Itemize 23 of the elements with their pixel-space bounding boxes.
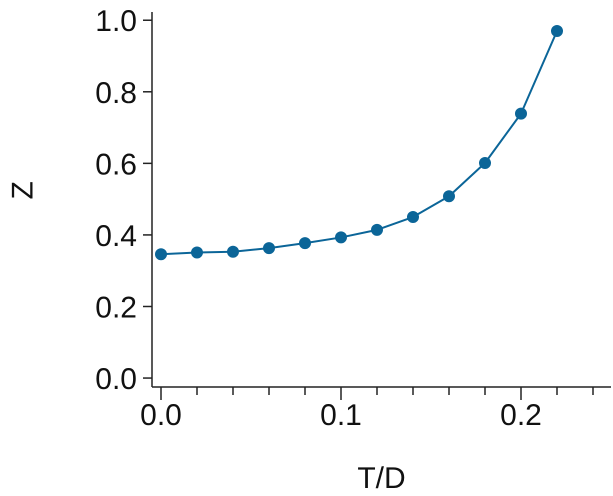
y-tick-label: 1.0	[95, 5, 137, 38]
y-tick-label: 0.0	[95, 363, 137, 396]
point	[407, 211, 419, 224]
x-axis-title: T/D	[357, 462, 406, 495]
point	[335, 231, 347, 244]
x-tick-label: 0.2	[500, 399, 542, 432]
y-tick-label: 0.4	[95, 220, 137, 253]
point	[263, 242, 275, 254]
y-tick-label: 0.6	[95, 148, 137, 182]
y-axis-title: Z	[6, 181, 40, 200]
y-tick-label: 0.8	[95, 76, 137, 110]
x-tick-label: 0.0	[140, 399, 182, 432]
x-tick-label: 0.1	[320, 399, 362, 432]
point	[551, 24, 563, 37]
point	[479, 157, 491, 169]
point	[299, 237, 311, 250]
point	[371, 224, 383, 236]
point	[515, 108, 527, 120]
point	[227, 246, 239, 258]
point	[155, 248, 167, 260]
point	[191, 246, 203, 258]
point	[443, 190, 455, 202]
y-tick-label: 0.2	[95, 291, 137, 324]
